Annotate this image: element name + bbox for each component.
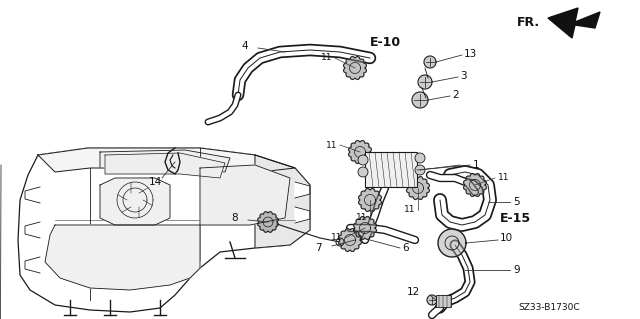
Polygon shape: [18, 148, 310, 312]
Text: 10: 10: [500, 233, 513, 243]
Text: 11: 11: [326, 140, 337, 150]
Polygon shape: [358, 189, 381, 211]
Polygon shape: [438, 229, 466, 257]
Polygon shape: [105, 153, 225, 178]
Text: 13: 13: [464, 49, 477, 59]
Circle shape: [415, 153, 425, 163]
Polygon shape: [353, 217, 376, 240]
Polygon shape: [100, 150, 230, 172]
Text: E-15: E-15: [500, 211, 531, 225]
Text: E-10: E-10: [370, 35, 401, 48]
Text: 5: 5: [513, 197, 520, 207]
Text: 11: 11: [355, 213, 367, 222]
Polygon shape: [344, 56, 367, 79]
Text: 11: 11: [498, 174, 509, 182]
Polygon shape: [339, 228, 362, 251]
Polygon shape: [258, 212, 278, 232]
Polygon shape: [45, 225, 200, 290]
Polygon shape: [349, 141, 371, 163]
Polygon shape: [418, 75, 432, 89]
Text: FR.: FR.: [517, 16, 540, 28]
Circle shape: [415, 165, 425, 175]
Polygon shape: [255, 155, 310, 248]
Polygon shape: [200, 165, 290, 225]
Polygon shape: [25, 187, 40, 203]
Circle shape: [358, 167, 368, 177]
Text: SZ33-B1730C: SZ33-B1730C: [518, 303, 580, 313]
Polygon shape: [412, 92, 428, 108]
Polygon shape: [406, 176, 429, 199]
Text: 14: 14: [148, 177, 162, 187]
Polygon shape: [295, 182, 310, 198]
Text: 2: 2: [452, 90, 459, 100]
Text: 11: 11: [330, 234, 342, 242]
Text: 4: 4: [241, 41, 248, 51]
Text: 12: 12: [407, 287, 420, 297]
Bar: [365, 152, 417, 187]
Text: 1: 1: [473, 160, 479, 170]
Text: 11: 11: [321, 54, 332, 63]
Circle shape: [358, 155, 368, 165]
Text: 7: 7: [316, 243, 322, 253]
Text: 11: 11: [403, 205, 415, 214]
Polygon shape: [295, 207, 310, 223]
Bar: [436, 295, 451, 307]
Polygon shape: [100, 178, 170, 225]
Polygon shape: [463, 174, 486, 197]
Text: 6: 6: [402, 243, 408, 253]
Polygon shape: [25, 257, 40, 273]
Polygon shape: [548, 8, 600, 38]
Polygon shape: [25, 222, 40, 238]
Text: 8: 8: [232, 213, 238, 223]
Polygon shape: [38, 148, 295, 172]
Polygon shape: [424, 56, 436, 68]
Text: 3: 3: [460, 71, 467, 81]
Text: 9: 9: [513, 265, 520, 275]
Polygon shape: [427, 295, 437, 305]
